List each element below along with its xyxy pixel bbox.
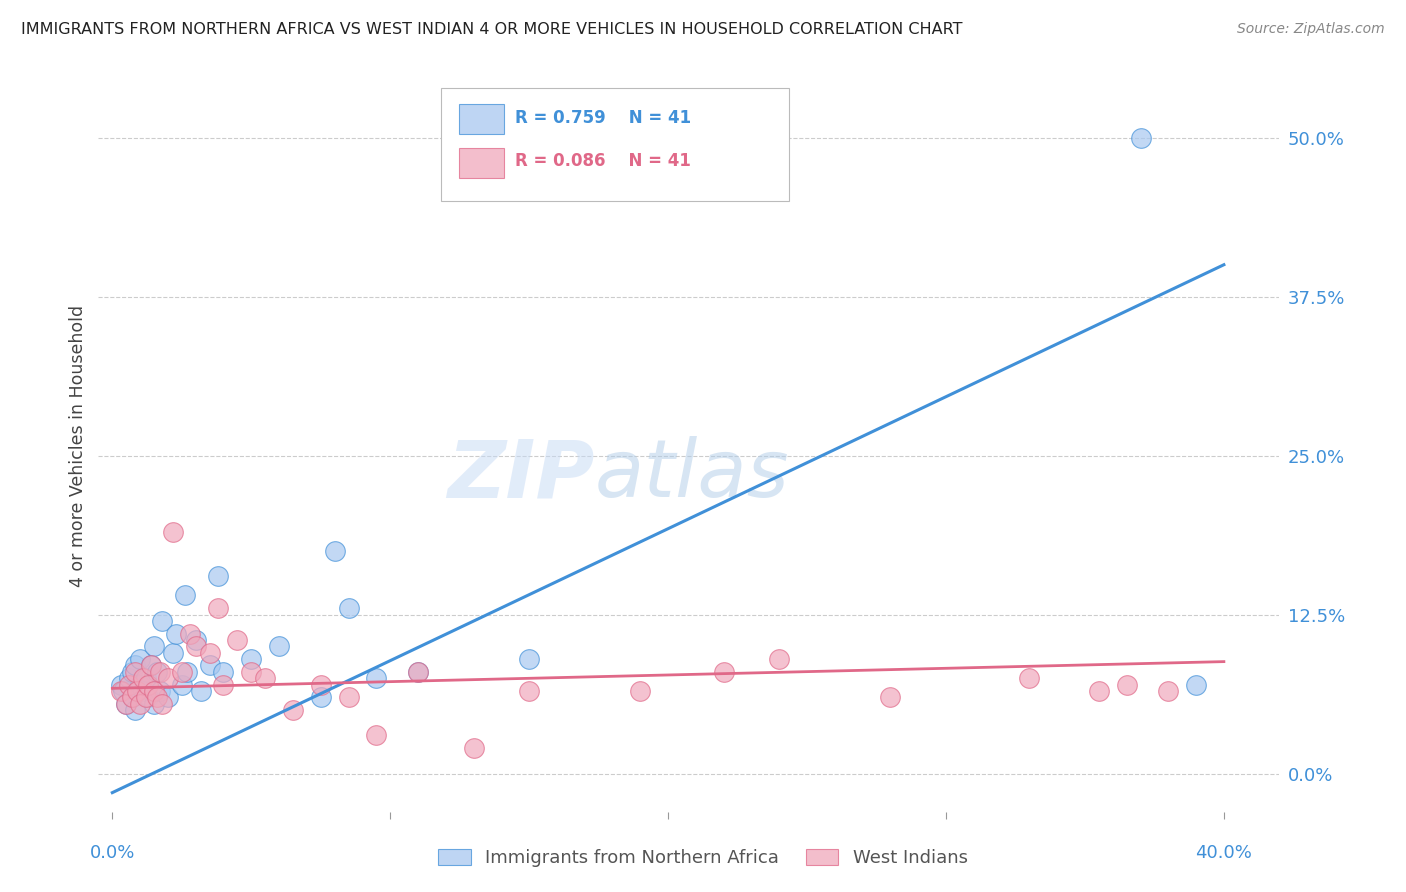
Point (879, 690, 901, 705)
Point (148, 684, 170, 698)
Point (156, 690, 179, 705)
Point (281, 703, 304, 717)
Point (406, 665, 429, 679)
Point (162, 524, 184, 539)
Point (124, 665, 146, 679)
Point (517, 652, 540, 666)
Point (212, 665, 235, 679)
Point (146, 690, 169, 705)
Point (170, 665, 193, 679)
Point (179, 626, 201, 640)
Point (198, 658, 221, 673)
Point (124, 658, 146, 673)
Point (1185, 677, 1208, 691)
Point (226, 632, 249, 647)
Point (112, 684, 135, 698)
Point (1129, 130, 1152, 145)
Text: 40.0%: 40.0% (1195, 844, 1253, 862)
Point (127, 684, 149, 698)
Text: atlas: atlas (595, 436, 789, 515)
Point (267, 640, 290, 654)
Point (132, 671, 155, 685)
Point (184, 640, 207, 654)
Point (713, 665, 735, 679)
Point (323, 544, 346, 558)
Point (198, 646, 221, 660)
Legend: Immigrants from Northern Africa, West Indians: Immigrants from Northern Africa, West In… (430, 841, 976, 874)
Point (148, 665, 170, 679)
Point (240, 665, 263, 679)
Point (143, 697, 166, 711)
Point (115, 697, 138, 711)
Point (1088, 684, 1111, 698)
Point (143, 640, 166, 654)
Point (138, 677, 160, 691)
Point (628, 684, 651, 698)
Point (337, 690, 360, 705)
Point (141, 658, 163, 673)
Point (240, 652, 263, 666)
Point (150, 697, 173, 711)
Point (1115, 677, 1137, 691)
Point (129, 697, 152, 711)
Point (141, 658, 163, 673)
Point (118, 677, 141, 691)
Point (190, 684, 212, 698)
Point (254, 671, 277, 685)
Point (463, 741, 485, 756)
Point (309, 677, 332, 691)
Point (366, 728, 388, 742)
Point (110, 684, 132, 698)
FancyBboxPatch shape (458, 148, 503, 178)
Point (110, 677, 132, 691)
Point (127, 684, 149, 698)
Point (517, 684, 540, 698)
Point (135, 690, 157, 705)
Point (170, 677, 193, 691)
Point (173, 589, 195, 603)
Point (207, 569, 229, 583)
Point (129, 652, 152, 666)
Point (337, 601, 360, 615)
Y-axis label: 4 or more Vehicles in Household: 4 or more Vehicles in Household (69, 305, 87, 587)
Text: 0.0%: 0.0% (90, 844, 135, 862)
Point (138, 690, 160, 705)
Point (406, 665, 429, 679)
Point (132, 684, 155, 698)
Point (162, 646, 184, 660)
Text: R = 0.759    N = 41: R = 0.759 N = 41 (516, 109, 692, 127)
FancyBboxPatch shape (441, 87, 789, 201)
Point (121, 690, 143, 705)
Point (121, 665, 143, 679)
Point (165, 626, 187, 640)
Text: R = 0.086    N = 41: R = 0.086 N = 41 (516, 153, 692, 170)
FancyBboxPatch shape (458, 104, 503, 134)
Point (1018, 671, 1040, 685)
Point (118, 671, 141, 685)
Point (129, 677, 152, 691)
Point (115, 697, 138, 711)
Text: Source: ZipAtlas.com: Source: ZipAtlas.com (1237, 22, 1385, 37)
Point (150, 614, 173, 628)
Point (156, 671, 179, 685)
Point (146, 665, 169, 679)
Point (207, 601, 229, 615)
Point (212, 677, 235, 691)
Point (309, 690, 332, 705)
Point (176, 665, 198, 679)
Point (143, 684, 166, 698)
Point (184, 632, 207, 647)
Point (768, 652, 790, 666)
Text: ZIP: ZIP (447, 436, 595, 515)
Point (124, 703, 146, 717)
Text: IMMIGRANTS FROM NORTHERN AFRICA VS WEST INDIAN 4 OR MORE VEHICLES IN HOUSEHOLD C: IMMIGRANTS FROM NORTHERN AFRICA VS WEST … (21, 22, 963, 37)
Point (135, 671, 157, 685)
Point (1157, 684, 1180, 698)
Point (366, 671, 388, 685)
Point (121, 690, 143, 705)
